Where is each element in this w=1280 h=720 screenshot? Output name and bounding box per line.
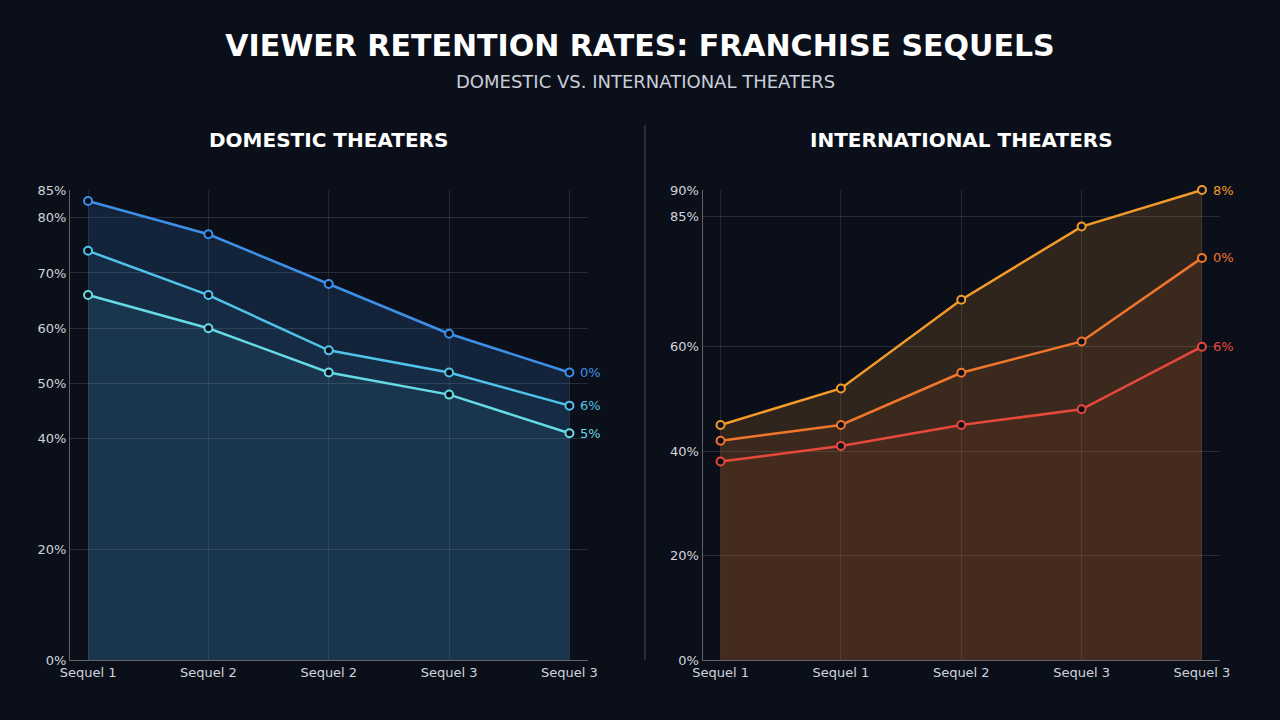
svg-text:DOMESTIC THEATERS: DOMESTIC THEATERS	[209, 128, 448, 152]
svg-text:80%: 80%	[37, 210, 66, 225]
svg-text:DOMESTIC VS. INTERNATIONAL THE: DOMESTIC VS. INTERNATIONAL THEATERS	[456, 71, 835, 92]
svg-text:INTERNATIONAL THEATERS: INTERNATIONAL THEATERS	[810, 128, 1113, 152]
svg-text:8%: 8%	[1213, 183, 1234, 198]
svg-text:6%: 6%	[1213, 339, 1234, 354]
svg-text:70%: 70%	[37, 265, 66, 280]
svg-text:VIEWER RETENTION RATES: FRANCH: VIEWER RETENTION RATES: FRANCHISE SEQUEL…	[225, 28, 1054, 63]
svg-text:0%: 0%	[1213, 250, 1234, 265]
svg-text:20%: 20%	[670, 548, 699, 563]
svg-text:Sequel 3: Sequel 3	[1053, 665, 1110, 680]
svg-text:85%: 85%	[37, 183, 66, 198]
svg-text:0%: 0%	[678, 653, 699, 668]
svg-text:Sequel 3: Sequel 3	[421, 665, 478, 680]
svg-text:Sequel 3: Sequel 3	[541, 665, 598, 680]
svg-text:40%: 40%	[670, 444, 699, 459]
svg-text:5%: 5%	[580, 426, 601, 441]
svg-text:50%: 50%	[37, 376, 66, 391]
svg-text:Sequel 1: Sequel 1	[60, 665, 117, 680]
svg-text:Sequel 2: Sequel 2	[180, 665, 237, 680]
svg-text:40%: 40%	[37, 431, 66, 446]
svg-text:6%: 6%	[580, 398, 601, 413]
svg-text:60%: 60%	[670, 339, 699, 354]
svg-text:85%: 85%	[670, 209, 699, 224]
svg-text:Sequel 1: Sequel 1	[813, 665, 870, 680]
svg-text:0%: 0%	[46, 653, 67, 668]
svg-text:Sequel 2: Sequel 2	[300, 665, 357, 680]
svg-text:60%: 60%	[37, 321, 66, 336]
svg-text:Sequel 3: Sequel 3	[1174, 665, 1231, 680]
svg-text:90%: 90%	[670, 183, 699, 198]
svg-text:Sequel 2: Sequel 2	[933, 665, 990, 680]
svg-text:0%: 0%	[580, 365, 601, 380]
svg-text:Sequel 1: Sequel 1	[692, 665, 749, 680]
svg-text:20%: 20%	[37, 542, 66, 557]
